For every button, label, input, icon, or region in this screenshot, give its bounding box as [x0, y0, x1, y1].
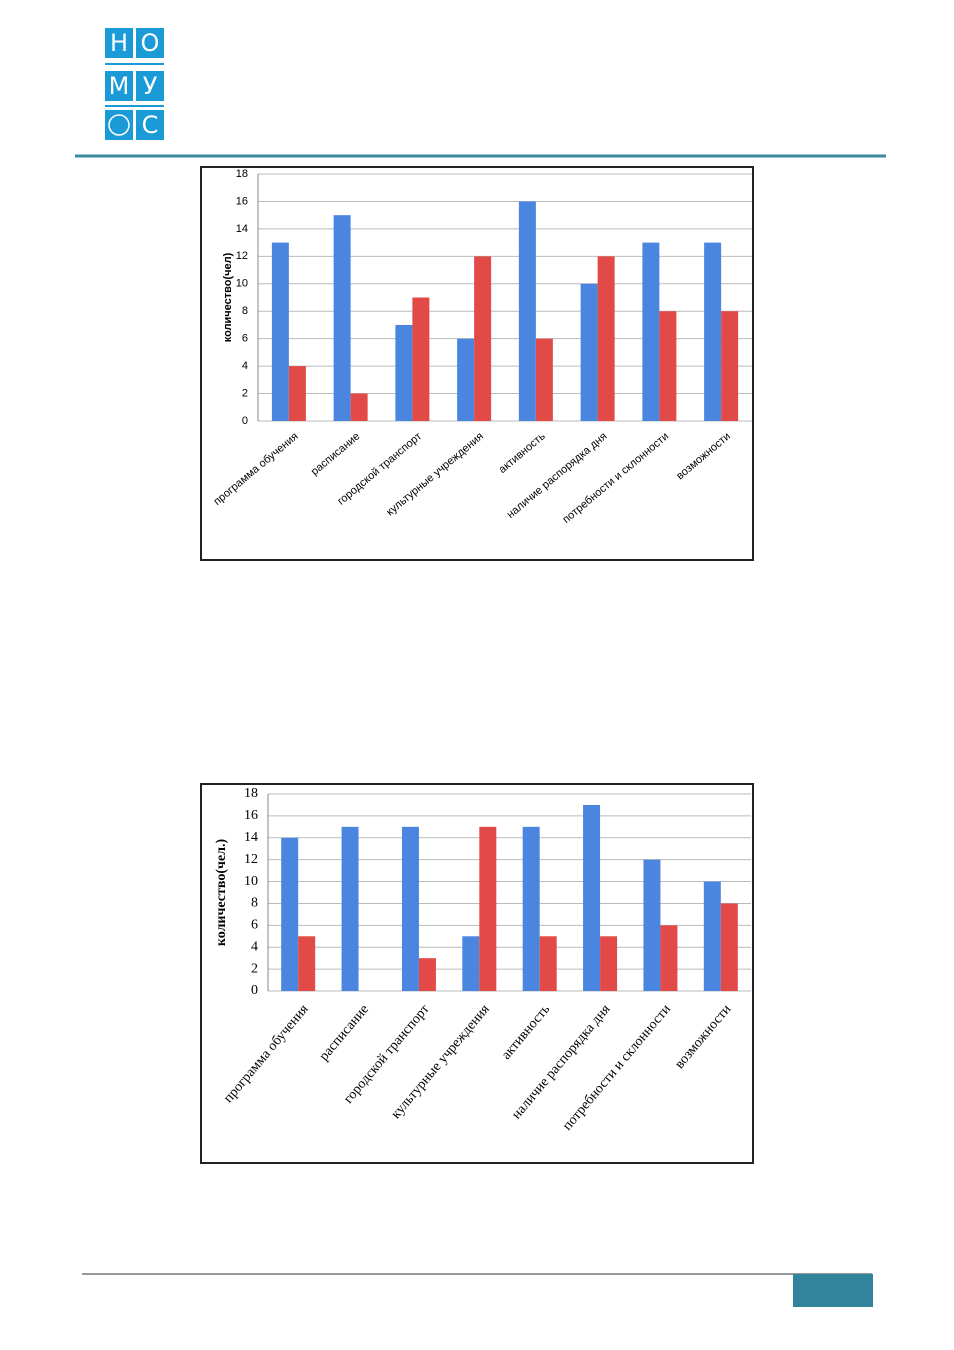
y-tick-label: 10 — [236, 278, 248, 290]
bar — [580, 283, 598, 421]
y-tick-label: 6 — [251, 918, 258, 933]
bar — [642, 242, 660, 421]
logo: Н О М У С — [105, 28, 164, 140]
logo-emblem — [108, 114, 130, 136]
y-tick-label: 14 — [236, 223, 248, 235]
bar — [539, 936, 557, 991]
y-tick-label: 8 — [242, 305, 248, 317]
y-tick-label: 18 — [236, 168, 248, 180]
logo-tile — [105, 71, 133, 101]
bar — [401, 826, 419, 991]
bar — [418, 958, 436, 991]
bar — [597, 256, 615, 421]
y-tick-label: 14 — [244, 830, 258, 845]
logo-tile — [105, 28, 133, 58]
bar — [703, 881, 721, 991]
bar — [643, 859, 661, 991]
bar — [522, 826, 540, 991]
bar — [704, 242, 722, 421]
y-tick-label: 2 — [242, 387, 248, 399]
bar — [474, 256, 492, 421]
bar — [288, 366, 306, 421]
y-tick-label: 4 — [251, 939, 258, 954]
y-tick-label: 18 — [244, 786, 258, 801]
bar — [271, 242, 289, 421]
logo-letter: М — [109, 72, 130, 100]
bar — [720, 903, 738, 991]
y-axis-label: количество(чел) — [222, 252, 234, 342]
logo-letter: Н — [110, 29, 128, 57]
logo-tile — [136, 71, 164, 101]
logo-letter: С — [142, 111, 159, 139]
bar — [350, 393, 368, 421]
y-tick-label: 0 — [242, 415, 248, 427]
y-tick-label: 12 — [244, 852, 258, 867]
logo-tile — [136, 28, 164, 58]
bar — [333, 215, 351, 421]
bar — [600, 936, 618, 991]
y-tick-label: 10 — [244, 874, 258, 889]
bar — [395, 324, 413, 421]
bar — [721, 311, 739, 421]
y-tick-label: 8 — [251, 896, 258, 911]
y-tick-label: 16 — [244, 808, 258, 823]
logo-tile — [136, 110, 164, 140]
bar — [341, 826, 359, 991]
bar — [583, 804, 601, 991]
bar — [660, 925, 678, 991]
bar — [518, 201, 536, 421]
bar — [412, 297, 430, 421]
bar — [462, 936, 480, 991]
y-tick-label: 4 — [242, 360, 248, 372]
y-tick-label: 2 — [251, 961, 258, 976]
y-axis-label: количество(чел.) — [214, 839, 229, 947]
logo-letter: О — [141, 29, 160, 57]
logo-letter: У — [143, 72, 158, 100]
bar — [479, 826, 497, 991]
chart: 024681012141618количество(чел.)программа… — [200, 783, 754, 1164]
y-tick-label: 6 — [242, 333, 248, 345]
bar — [659, 311, 677, 421]
bar — [281, 837, 299, 991]
bar — [457, 338, 475, 421]
bar — [298, 936, 316, 991]
y-tick-label: 12 — [236, 250, 248, 262]
chart: 024681012141618количество(чел)программа … — [200, 166, 754, 561]
bar — [535, 338, 553, 421]
page-number-box — [793, 1274, 873, 1307]
y-tick-label: 0 — [251, 983, 258, 998]
y-tick-label: 16 — [236, 195, 248, 207]
